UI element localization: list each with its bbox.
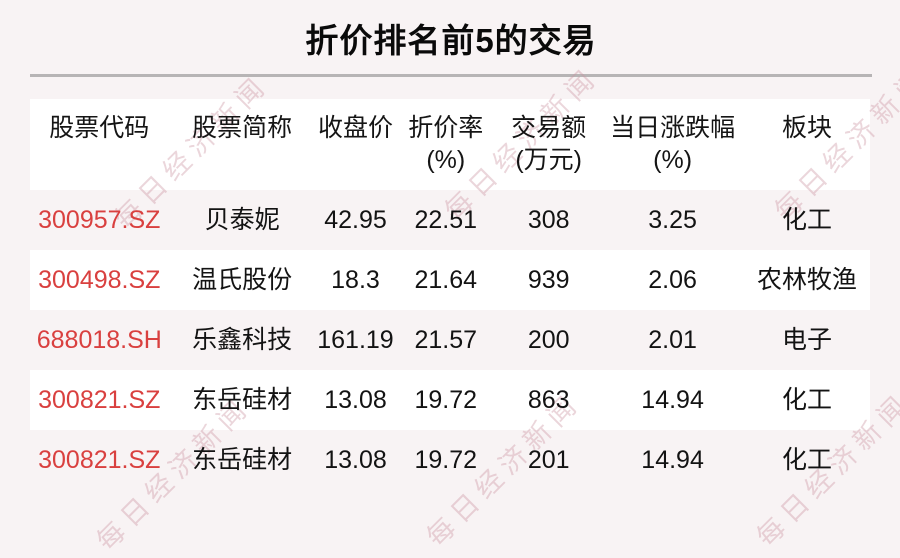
header-discount-rate: 折价率 (%) xyxy=(395,112,496,190)
cell-daily-change: 3.25 xyxy=(648,206,697,234)
cell-daily-change: 14.94 xyxy=(641,446,704,474)
cell-trade-amount: 939 xyxy=(527,266,570,294)
cell-trade-amount: 201 xyxy=(527,446,570,474)
cell-trade-amount: 308 xyxy=(527,206,570,234)
cell-stock-name: 乐鑫科技 xyxy=(192,326,293,354)
title-divider xyxy=(30,74,872,77)
cell-discount-rate: 22.51 xyxy=(414,206,478,234)
header-close-price: 收盘价 xyxy=(316,112,396,190)
header-daily-change: 当日涨跌幅 (%) xyxy=(601,112,744,190)
cell-close-price: 161.19 xyxy=(317,326,394,354)
cell-discount-rate: 19.72 xyxy=(414,446,478,474)
cell-sector: 化工 xyxy=(781,206,832,234)
cell-stock-name: 贝泰妮 xyxy=(204,206,280,234)
cell-discount-rate: 19.72 xyxy=(414,386,478,414)
header-stock-name: 股票简称 xyxy=(169,112,316,190)
cell-close-price: 13.08 xyxy=(324,446,387,474)
header-unit: (%) xyxy=(426,146,466,174)
cell-stock-code: 300957.SZ xyxy=(38,206,161,234)
header-label: 当日涨跌幅 xyxy=(610,114,736,142)
header-label: 收盘价 xyxy=(317,114,393,142)
cell-stock-code: 300821.SZ xyxy=(38,386,161,414)
table-row: 300498.SZ 温氏股份 18.3 21.64 939 2.06 农林牧渔 xyxy=(30,250,870,310)
cell-daily-change: 14.94 xyxy=(641,386,704,414)
header-stock-code: 股票代码 xyxy=(30,112,169,190)
header-unit: (万元) xyxy=(515,146,583,174)
cell-sector: 电子 xyxy=(781,326,832,354)
header-trade-amount: 交易额 (万元) xyxy=(496,112,601,190)
header-sector: 板块 xyxy=(744,112,870,190)
table-row: 300821.SZ 东岳硅材 13.08 19.72 863 14.94 化工 xyxy=(30,370,870,430)
table-body: 300957.SZ 贝泰妮 42.95 22.51 308 3.25 化工 30… xyxy=(30,190,870,490)
cell-stock-code: 300498.SZ xyxy=(38,266,161,294)
cell-stock-name: 东岳硅材 xyxy=(192,386,293,414)
cell-discount-rate: 21.57 xyxy=(414,326,478,354)
cell-trade-amount: 863 xyxy=(527,386,570,414)
cell-close-price: 13.08 xyxy=(324,386,387,414)
cell-stock-code: 688018.SH xyxy=(36,326,162,354)
cell-sector: 化工 xyxy=(781,446,832,474)
cell-stock-name: 温氏股份 xyxy=(192,266,293,294)
header-label: 板块 xyxy=(781,114,832,142)
cell-trade-amount: 200 xyxy=(527,326,570,354)
header-label: 股票代码 xyxy=(49,114,150,142)
cell-close-price: 42.95 xyxy=(324,206,387,234)
cell-daily-change: 2.06 xyxy=(648,266,697,294)
header-unit: (%) xyxy=(653,146,693,174)
table-row: 300957.SZ 贝泰妮 42.95 22.51 308 3.25 化工 xyxy=(30,190,870,250)
header-label: 折价率 xyxy=(408,114,484,142)
header-label: 股票简称 xyxy=(192,114,293,142)
cell-daily-change: 2.01 xyxy=(648,326,697,354)
cell-close-price: 18.3 xyxy=(331,266,380,294)
page-title: 折价排名前5的交易 xyxy=(305,22,597,59)
table-header-row: 股票代码 股票简称 收盘价 折价率 (%) 交易额 (万元) 当日涨跌幅 (%)… xyxy=(30,99,870,190)
cell-stock-code: 300821.SZ xyxy=(38,446,161,474)
cell-sector: 化工 xyxy=(781,386,832,414)
cell-stock-name: 东岳硅材 xyxy=(192,446,293,474)
cell-discount-rate: 21.64 xyxy=(414,266,478,294)
discount-top5-table: 股票代码 股票简称 收盘价 折价率 (%) 交易额 (万元) 当日涨跌幅 (%)… xyxy=(30,99,870,490)
cell-sector: 农林牧渔 xyxy=(756,266,857,294)
table-row: 300821.SZ 东岳硅材 13.08 19.72 201 14.94 化工 xyxy=(30,430,870,490)
table-row: 688018.SH 乐鑫科技 161.19 21.57 200 2.01 电子 xyxy=(30,310,870,370)
header-label: 交易额 xyxy=(511,114,587,142)
